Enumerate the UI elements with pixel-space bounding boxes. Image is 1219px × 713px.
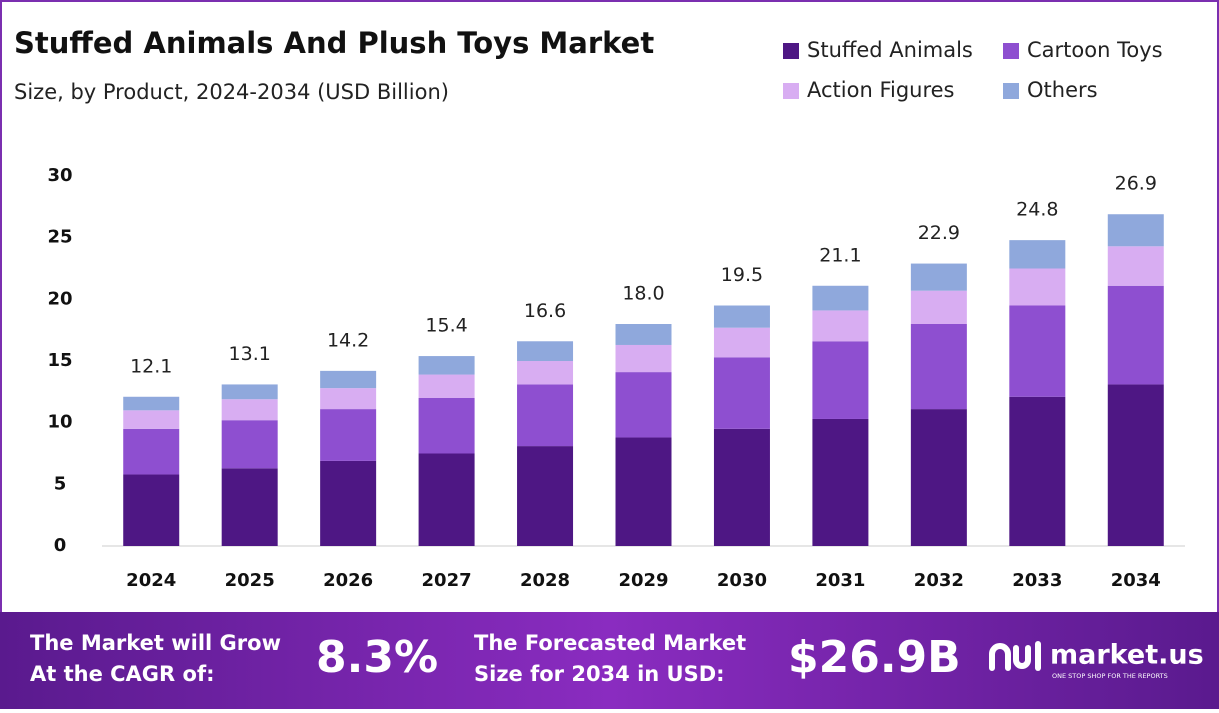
legend-label: Stuffed Animals — [807, 38, 973, 62]
bar-segment — [1009, 305, 1066, 397]
y-tick-label: 30 — [47, 165, 72, 186]
bar-segment — [418, 398, 475, 454]
bar-segment — [418, 374, 475, 398]
legend-label: Others — [1027, 78, 1098, 102]
x-tick-label: 2026 — [323, 570, 373, 591]
total-label: 16.6 — [524, 300, 566, 322]
bar-segment — [1009, 396, 1066, 546]
bar-segment — [320, 460, 377, 546]
total-label: 18.0 — [622, 283, 664, 305]
total-label: 24.8 — [1016, 199, 1058, 221]
bar-segment — [221, 384, 278, 400]
legend: Stuffed Animals Cartoon Toys Action Figure… — [783, 38, 1163, 102]
legend-swatch — [783, 43, 799, 59]
bar-segment — [221, 420, 278, 469]
bar-segment — [713, 428, 770, 546]
bar-segment — [517, 446, 574, 546]
total-label: 26.9 — [1115, 173, 1157, 195]
y-tick-label: 25 — [47, 227, 72, 248]
bar-segment — [713, 357, 770, 429]
bar-segment — [910, 409, 967, 546]
bar-segment — [615, 372, 672, 438]
x-tick-label: 2030 — [717, 570, 767, 591]
legend-label: Cartoon Toys — [1027, 38, 1163, 62]
bar-segment — [221, 468, 278, 546]
bar-segment — [713, 305, 770, 328]
chart-subtitle: Size, by Product, 2024-2034 (USD Billion… — [14, 80, 449, 104]
bar-segment — [221, 399, 278, 421]
bar-segment — [1009, 240, 1066, 269]
bar-segment — [123, 474, 180, 546]
x-tick-label: 2034 — [1111, 570, 1161, 591]
footer-text: The Market will Grow — [30, 631, 281, 655]
total-label: 12.1 — [130, 355, 172, 377]
bar-segment — [123, 428, 180, 475]
bar-segment — [320, 388, 377, 410]
total-label: 14.2 — [327, 329, 369, 351]
bar-segment — [1107, 384, 1164, 546]
bar-segment — [320, 409, 377, 461]
y-tick-label: 20 — [47, 288, 72, 309]
x-tick-label: 2029 — [618, 570, 668, 591]
plot: 051015202530202412.1202513.1202614.22027… — [47, 165, 1185, 591]
bar-segment — [418, 356, 475, 375]
total-label: 19.5 — [721, 264, 763, 286]
x-tick-label: 2024 — [126, 570, 176, 591]
legend-swatch — [783, 83, 799, 99]
bar-segment — [812, 285, 869, 311]
bar-segment — [1009, 268, 1066, 306]
bar-segment — [812, 341, 869, 419]
bar-segment — [1107, 246, 1164, 286]
chart-title: Stuffed Animals And Plush Toys Market — [14, 26, 654, 60]
y-tick-label: 10 — [47, 412, 72, 433]
footer-text: The Forecasted Market — [474, 631, 746, 655]
bar-segment — [910, 263, 967, 291]
x-tick-label: 2031 — [815, 570, 865, 591]
footer-text: Size for 2034 in USD: — [474, 662, 725, 686]
x-tick-label: 2025 — [225, 570, 275, 591]
x-tick-label: 2033 — [1012, 570, 1062, 591]
brand-logo — [989, 641, 1041, 671]
bar-segment — [418, 453, 475, 546]
legend-label: Action Figures — [807, 78, 955, 102]
bar-segment — [123, 410, 180, 429]
total-label: 15.4 — [425, 315, 467, 337]
x-tick-label: 2032 — [914, 570, 964, 591]
x-tick-label: 2027 — [422, 570, 472, 591]
bar-segment — [812, 418, 869, 546]
cagr-value: 8.3% — [316, 632, 438, 683]
legend-swatch — [1003, 43, 1019, 59]
bar-segment — [910, 324, 967, 410]
legend-swatch — [1003, 83, 1019, 99]
y-tick-label: 0 — [54, 535, 67, 556]
bar-segment — [517, 341, 574, 361]
x-tick-label: 2028 — [520, 570, 570, 591]
bar-segment — [615, 324, 672, 345]
bar-segment — [910, 290, 967, 324]
bar-segment — [615, 344, 672, 373]
footer-text: At the CAGR of: — [30, 662, 215, 686]
y-tick-label: 15 — [47, 350, 72, 371]
total-label: 13.1 — [229, 343, 271, 365]
bar-segment — [517, 384, 574, 447]
forecast-value: $26.9B — [788, 632, 961, 683]
bar-segment — [123, 396, 180, 411]
bar-segment — [517, 361, 574, 385]
brand: market.us — [1050, 640, 1204, 671]
bar-segment — [1107, 214, 1164, 247]
bar-segment — [812, 310, 869, 342]
y-tick-label: 5 — [54, 473, 67, 494]
bar-segment — [320, 370, 377, 389]
tagline: ONE STOP SHOP FOR THE REPORTS — [1052, 672, 1168, 680]
bar-segment — [1107, 285, 1164, 385]
total-label: 22.9 — [918, 222, 960, 244]
bar-segment — [713, 327, 770, 358]
bar-segment — [615, 437, 672, 546]
total-label: 21.1 — [819, 244, 861, 266]
